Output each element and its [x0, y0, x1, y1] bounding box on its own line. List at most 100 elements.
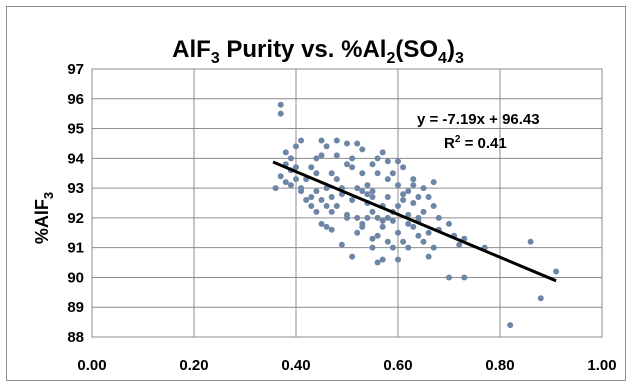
data-point	[323, 223, 330, 230]
data-point	[395, 158, 401, 165]
data-point	[359, 170, 366, 177]
y-tick-label: 88	[67, 329, 84, 346]
y-tick-label: 92	[67, 210, 84, 227]
data-point	[405, 220, 412, 227]
data-point	[318, 137, 325, 144]
data-point	[364, 214, 371, 221]
x-tick-labels: 0.00 0.20 0.40 0.60 0.80 1.00	[77, 357, 616, 374]
x-tick-label: 0.20	[179, 357, 208, 374]
y-tick-label: 93	[67, 180, 84, 197]
data-point	[369, 188, 376, 195]
data-point	[293, 143, 299, 150]
data-point	[354, 140, 361, 147]
data-point	[430, 179, 437, 186]
y-tick-label: 97	[67, 61, 84, 78]
data-point	[537, 295, 544, 302]
data-point	[313, 188, 320, 195]
data-point	[410, 200, 417, 206]
trendline-equation: y = -7.19x + 96.43	[417, 111, 540, 128]
y-tick-labels: 88 89 90 91 92 93 94 95 96 97	[67, 61, 84, 346]
data-point	[389, 217, 396, 224]
data-point	[277, 101, 284, 108]
y-tick-label: 91	[67, 240, 84, 257]
data-point	[395, 182, 401, 189]
data-point	[507, 322, 514, 329]
data-point	[374, 214, 381, 221]
data-point	[318, 197, 325, 204]
data-point	[318, 220, 325, 227]
data-point	[374, 259, 381, 266]
data-point	[354, 185, 361, 192]
data-point	[364, 191, 371, 198]
data-point	[527, 238, 534, 245]
data-point	[430, 202, 437, 209]
data-point	[344, 140, 350, 147]
data-point	[379, 256, 386, 263]
data-point	[435, 214, 442, 221]
data-point	[389, 244, 396, 251]
data-point	[333, 176, 340, 183]
data-point	[369, 244, 376, 251]
data-point	[410, 182, 417, 189]
data-point	[287, 182, 294, 189]
data-point	[349, 155, 356, 162]
data-point	[323, 202, 330, 209]
data-point	[272, 185, 279, 192]
data-point	[354, 229, 361, 236]
data-point	[359, 223, 366, 230]
data-point	[395, 256, 401, 263]
data-point	[374, 155, 381, 162]
data-point	[282, 149, 289, 156]
data-point	[369, 194, 376, 201]
data-point	[333, 202, 340, 209]
plot-area-border	[91, 68, 603, 338]
data-point	[400, 238, 407, 245]
data-point	[364, 182, 371, 189]
data-point	[293, 164, 299, 171]
data-point	[446, 220, 452, 227]
data-point	[313, 208, 320, 215]
data-point	[313, 155, 320, 162]
data-point	[308, 164, 315, 171]
data-point	[384, 238, 391, 245]
data-point	[374, 232, 381, 239]
data-point	[410, 223, 417, 230]
data-point	[328, 208, 335, 215]
x-tick-label: 0.60	[383, 357, 412, 374]
y-tick-label: 95	[67, 121, 84, 138]
data-point	[379, 223, 386, 230]
data-point	[420, 185, 427, 192]
data-point	[384, 214, 391, 221]
data-point	[349, 197, 356, 204]
trendline	[272, 160, 557, 283]
data-point	[379, 217, 386, 224]
data-point	[405, 211, 412, 218]
y-tick-label: 89	[67, 299, 84, 316]
data-point	[287, 155, 294, 162]
data-point	[405, 244, 412, 251]
data-point	[369, 208, 376, 215]
data-point	[410, 176, 417, 183]
data-point	[461, 274, 468, 281]
chart-title: AlF3 Purity vs. %Al2(SO4)3	[172, 36, 464, 67]
data-point	[333, 137, 340, 144]
data-point	[374, 170, 381, 177]
data-point	[425, 229, 432, 236]
data-point	[425, 194, 432, 201]
data-point	[293, 176, 299, 183]
data-point	[277, 110, 284, 117]
data-point	[318, 152, 325, 159]
data-point	[313, 170, 320, 177]
data-point	[354, 214, 361, 221]
data-point	[379, 149, 386, 156]
y-axis-label: %AlF3	[32, 192, 56, 244]
x-tick-label: 0.80	[485, 357, 514, 374]
data-point	[277, 173, 284, 180]
data-point	[369, 235, 376, 242]
data-point	[553, 268, 560, 275]
data-point	[344, 214, 350, 221]
data-point	[308, 194, 315, 201]
data-point	[415, 194, 422, 201]
data-point	[349, 253, 356, 260]
data-point	[405, 188, 412, 195]
